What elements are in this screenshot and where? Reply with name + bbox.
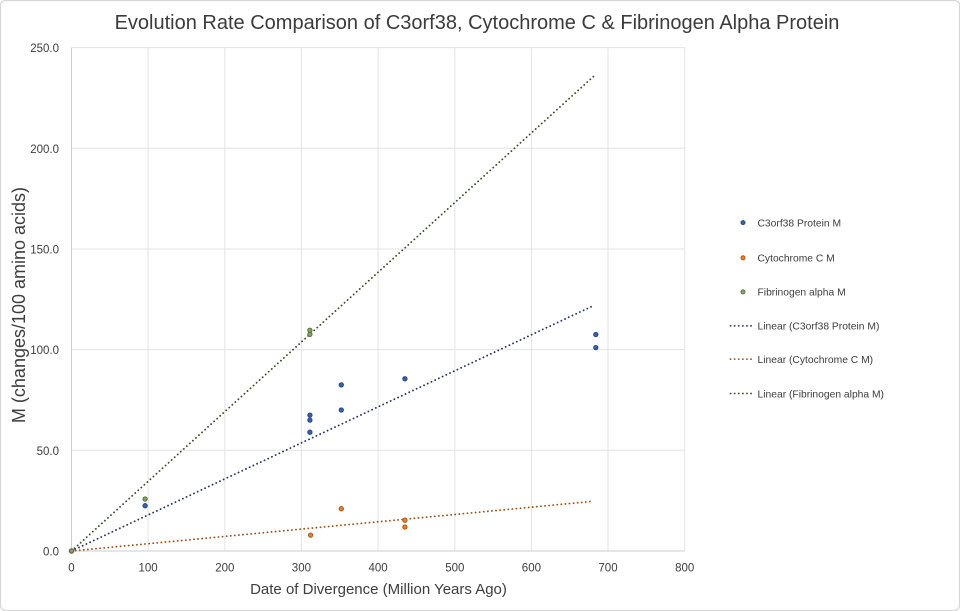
svg-text:800: 800 bbox=[675, 563, 694, 575]
svg-text:100: 100 bbox=[139, 563, 158, 575]
svg-text:C3orf38 Protein M: C3orf38 Protein M bbox=[758, 218, 842, 229]
svg-text:Fibrinogen alpha M: Fibrinogen alpha M bbox=[758, 288, 846, 299]
svg-text:600: 600 bbox=[522, 563, 541, 575]
svg-text:500: 500 bbox=[445, 563, 464, 575]
svg-text:Linear (Cytochrome C M): Linear (Cytochrome C M) bbox=[758, 355, 874, 366]
svg-text:700: 700 bbox=[598, 563, 617, 575]
svg-text:400: 400 bbox=[369, 563, 388, 575]
svg-text:150.0: 150.0 bbox=[30, 245, 59, 257]
svg-text:100.0: 100.0 bbox=[30, 345, 59, 357]
svg-text:Cytochrome C M: Cytochrome C M bbox=[758, 254, 835, 265]
svg-text:300: 300 bbox=[292, 563, 311, 575]
svg-text:0: 0 bbox=[68, 563, 74, 575]
svg-text:Linear (Fibrinogen alpha M): Linear (Fibrinogen alpha M) bbox=[758, 389, 885, 400]
svg-text:M (changes/100 amino acids): M (changes/100 amino acids) bbox=[9, 187, 29, 423]
svg-text:Evolution Rate Comparison of C: Evolution Rate Comparison of C3orf38, Cy… bbox=[115, 12, 840, 34]
svg-text:Linear (C3orf38 Protein M): Linear (C3orf38 Protein M) bbox=[758, 322, 880, 333]
svg-text:200.0: 200.0 bbox=[30, 144, 59, 156]
svg-text:0.0: 0.0 bbox=[43, 547, 59, 559]
svg-text:200: 200 bbox=[215, 563, 234, 575]
svg-text:250.0: 250.0 bbox=[30, 43, 59, 55]
svg-text:Date of Divergence (Million Ye: Date of Divergence (Million Years Ago) bbox=[250, 581, 507, 598]
svg-text:50.0: 50.0 bbox=[37, 446, 59, 458]
